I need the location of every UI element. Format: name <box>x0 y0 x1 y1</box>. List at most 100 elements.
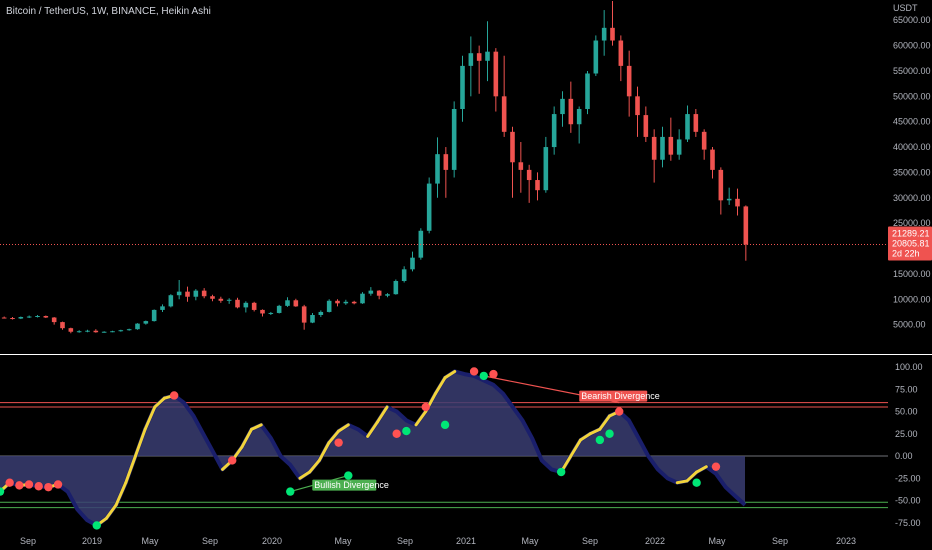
last-price-badge-bg <box>888 226 932 261</box>
candle-body <box>193 290 199 297</box>
oscillator-rising-segment <box>240 427 254 449</box>
candle-body <box>485 51 490 61</box>
oscillator-rising-segment <box>675 479 689 485</box>
price-tick-label: 25000.00 <box>893 218 931 228</box>
candle-body <box>643 115 649 137</box>
candle-body <box>401 269 407 281</box>
oscillator-rising-segment <box>579 432 592 442</box>
time-tick-label: Sep <box>397 536 413 546</box>
oscillator-rising-segment <box>153 396 166 409</box>
candle-body <box>576 109 582 125</box>
candle-body <box>693 114 699 132</box>
candle-body <box>343 301 349 304</box>
bearish-signal-dot <box>334 438 343 447</box>
price-tick-label: 55000.00 <box>893 66 931 76</box>
oscillator-rising-segment <box>298 470 312 480</box>
candle-body <box>393 281 399 295</box>
last-price-badge: 21289.21 20805.81 2d 22h <box>888 226 932 261</box>
time-tick-label: 2020 <box>262 536 282 546</box>
time-axis: Sep 2019 May Sep 2020 May Sep 2021 May Sep 2022 May… <box>20 536 856 546</box>
candle-body <box>560 98 565 115</box>
candlestick-series <box>1 0 749 334</box>
bullish-signal-dot <box>92 521 101 530</box>
price-tick-label: 60000.00 <box>893 41 931 51</box>
bullish-signal-dot <box>0 487 5 496</box>
candle-body <box>460 65 465 110</box>
bearish-divergence-text: Bearish Divergence <box>581 391 660 401</box>
bullish-signal-dot <box>344 471 353 480</box>
oscillator-rising-segment <box>685 470 699 483</box>
candle-body <box>301 306 307 323</box>
candle-body <box>43 316 49 318</box>
oscillator-line-highlight <box>0 369 708 527</box>
countdown-label: 2d 22h <box>892 248 920 258</box>
candle-body <box>26 316 32 318</box>
candle-body <box>318 311 324 315</box>
oscillator-rising-segment <box>124 454 137 485</box>
price-tick-label: 65000.00 <box>893 15 931 25</box>
candle-body <box>326 300 332 312</box>
candle-body <box>1 317 7 319</box>
osc-tick-label: -50.00 <box>895 496 921 506</box>
candle-body <box>743 206 749 245</box>
candle-body <box>68 328 74 332</box>
bearish-signal-dot <box>421 402 430 412</box>
candle-body <box>626 65 632 97</box>
candle-body <box>51 317 57 323</box>
oscillator-rising-segment <box>133 427 147 458</box>
candle-body <box>210 296 215 299</box>
bullish-divergence-bg <box>312 479 377 491</box>
oscillator-rising-segment <box>327 429 341 445</box>
price-axis: 65000.00 60000.00 55000.00 50000.00 45000.00… <box>893 15 931 329</box>
price-tick-label: 40000.00 <box>893 142 931 152</box>
candle-body <box>476 53 482 61</box>
oscillator-rising-segment <box>337 423 350 433</box>
oscillator-rising-segment <box>598 414 612 431</box>
time-tick-label: May <box>141 536 159 546</box>
candle-body <box>176 291 182 296</box>
time-tick-label: Sep <box>20 536 36 546</box>
bullish-signal-dot <box>402 426 411 436</box>
candle-body <box>493 51 499 97</box>
candle-body <box>18 317 24 319</box>
candle-body <box>468 53 474 66</box>
bearish-signal-dot <box>53 480 63 489</box>
price-tick-label: 35000.00 <box>893 167 931 177</box>
oscillator-rising-segment <box>250 423 263 431</box>
candle-body <box>635 96 640 116</box>
bearish-signal-dot <box>34 482 43 491</box>
last-price-label: 21289.21 <box>892 228 930 238</box>
candle-body <box>376 290 382 296</box>
bearish-signal-dot <box>15 481 24 490</box>
candle-body <box>135 323 140 330</box>
candle-body <box>551 114 557 148</box>
candle-body <box>235 299 240 308</box>
oscillator-rising-segment <box>569 438 583 458</box>
time-tick-label: 2019 <box>82 536 102 546</box>
osc-tick-label: -75.00 <box>895 518 921 528</box>
bullish-divergence-text: Bullish Divergence <box>314 480 389 490</box>
candle-body <box>160 306 165 310</box>
candle-body <box>276 305 282 313</box>
candle-body <box>435 154 440 184</box>
candle-body <box>601 27 607 41</box>
candle-body <box>526 169 532 181</box>
candle-body <box>101 331 107 333</box>
oscillator-rising-segment <box>308 458 321 474</box>
candle-body <box>110 331 115 333</box>
candle-body <box>718 169 724 201</box>
bearish-signal-dot <box>24 480 34 489</box>
candle-body <box>10 318 15 320</box>
candle-body <box>226 299 232 301</box>
osc-tick-label: -25.00 <box>895 473 921 483</box>
bullish-signal-dot <box>595 435 605 445</box>
candle-body <box>501 96 507 132</box>
candle-body <box>510 131 515 163</box>
candle-body <box>668 136 674 155</box>
time-tick-label: Sep <box>202 536 218 546</box>
candle-body <box>126 329 132 331</box>
oscillator-rising-segment <box>588 427 602 436</box>
bearish-signal-dot <box>228 456 237 465</box>
candle-body <box>293 300 299 307</box>
